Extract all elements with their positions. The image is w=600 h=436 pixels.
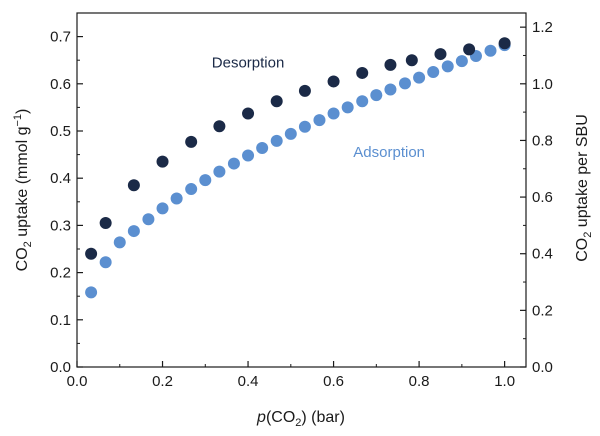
y-axis-left-title-mid: uptake (mmol g: [14, 127, 31, 242]
x-tick-label: 0.6: [323, 373, 344, 390]
adsorption-point: [227, 157, 240, 170]
desorption-point: [242, 107, 255, 120]
y-axis-right: 0.0 0.2 0.4 0.6 0.8 1.0 1.2: [520, 19, 553, 376]
y-axis-left-title-pre: CO: [14, 247, 31, 271]
desorption-point: [85, 247, 98, 260]
y-left-tick-label: 0.0: [50, 359, 71, 376]
adsorption-point: [85, 286, 98, 299]
adsorption-point: [384, 83, 397, 96]
adsorption-point: [398, 77, 411, 90]
x-tick-label: 0.0: [67, 373, 88, 390]
adsorption-point: [256, 141, 269, 154]
adsorption-point: [441, 60, 454, 73]
y-left-tick-label: 0.4: [50, 170, 71, 187]
desorption-point: [327, 75, 340, 88]
desorption-point: [463, 43, 476, 56]
y-left-tick-label: 0.2: [50, 265, 71, 282]
desorption-point: [356, 66, 369, 79]
y-axis-right-title: CO2 uptake per SBU: [574, 114, 594, 262]
x-axis-title-post: ) (bar): [301, 409, 345, 426]
desorption-point: [498, 37, 511, 50]
y-right-tick-label: 0.8: [532, 132, 553, 149]
desorption-point: [384, 58, 397, 71]
y-right-tick-label: 0.6: [532, 189, 553, 206]
series-labels: Desorption Adsorption: [212, 55, 425, 162]
adsorption-point: [127, 225, 140, 238]
x-tick-label: 0.4: [238, 373, 259, 390]
y-left-tick-label: 0.5: [50, 123, 71, 140]
adsorption-point: [185, 183, 198, 196]
adsorption-point: [270, 134, 283, 147]
y-axis-right-title-sub: 2: [582, 232, 594, 238]
adsorption-point: [113, 236, 126, 249]
x-axis-title-sub: 2: [295, 417, 301, 429]
x-tick-label: 0.8: [409, 373, 430, 390]
y-left-tick-label: 0.6: [50, 76, 71, 93]
adsorption-point: [142, 213, 155, 226]
plot-frame: [76, 12, 527, 368]
x-axis-title: p(CO2) (bar): [256, 409, 345, 429]
adsorption-point: [298, 120, 311, 133]
adsorption-point: [156, 202, 169, 215]
y-left-tick-label: 0.1: [50, 312, 71, 329]
y-axis-left: 0.0 0.1 0.2 0.3 0.4 0.5 0.6 0.7: [50, 12, 83, 376]
adsorption-point: [327, 107, 340, 120]
adsorption-point: [484, 44, 497, 57]
adsorption-point: [242, 149, 255, 162]
y-axis-left-title: CO2 uptake (mmol g−1): [12, 109, 34, 272]
adsorption-point: [427, 66, 440, 78]
adsorption-point: [199, 174, 212, 187]
adsorption-point: [370, 89, 383, 102]
x-axis-title-italic: p: [256, 409, 266, 426]
y-right-tick-label: 0.0: [532, 359, 553, 376]
y-right-tick-label: 1.2: [532, 19, 553, 36]
desorption-point: [185, 135, 198, 148]
adsorption-point: [284, 127, 297, 140]
desorption-point: [127, 179, 140, 192]
desorption-point: [99, 217, 112, 230]
desorption-point: [156, 155, 169, 168]
y-right-tick-label: 0.4: [532, 246, 553, 263]
desorption-point: [298, 84, 311, 97]
y-axis-right-title-pre: CO: [574, 238, 591, 262]
adsorption-point: [341, 101, 354, 114]
x-tick-label: 1.0: [494, 373, 515, 390]
adsorption-label: Adsorption: [353, 144, 425, 161]
y-axis-left-title-sub: 2: [22, 241, 34, 247]
data-marks: [85, 37, 511, 299]
desorption-point: [213, 120, 226, 133]
x-axis: 0.0 0.2 0.4 0.6 0.8 1.0: [67, 361, 515, 390]
y-left-tick-label: 0.7: [50, 29, 71, 46]
adsorption-point: [170, 192, 183, 205]
y-axis-right-title-post: uptake per SBU: [574, 114, 591, 231]
adsorption-point: [313, 114, 326, 127]
x-axis-title-pre: (CO: [266, 409, 295, 426]
adsorption-point: [356, 95, 369, 108]
adsorption-point: [213, 165, 226, 178]
desorption-point: [270, 95, 283, 108]
y-axis-left-title-post: ): [14, 109, 31, 114]
y-right-tick-label: 1.0: [532, 76, 553, 93]
desorption-point: [434, 48, 447, 61]
desorption-point: [405, 54, 418, 67]
y-right-tick-label: 0.2: [532, 302, 553, 319]
y-axis-left-title-sup: −1: [12, 114, 24, 127]
adsorption-point: [99, 256, 112, 269]
adsorption-point: [455, 55, 468, 68]
x-tick-label: 0.2: [152, 373, 173, 390]
adsorption-point: [413, 71, 426, 84]
y-left-tick-label: 0.3: [50, 217, 71, 234]
desorption-label: Desorption: [212, 55, 285, 72]
